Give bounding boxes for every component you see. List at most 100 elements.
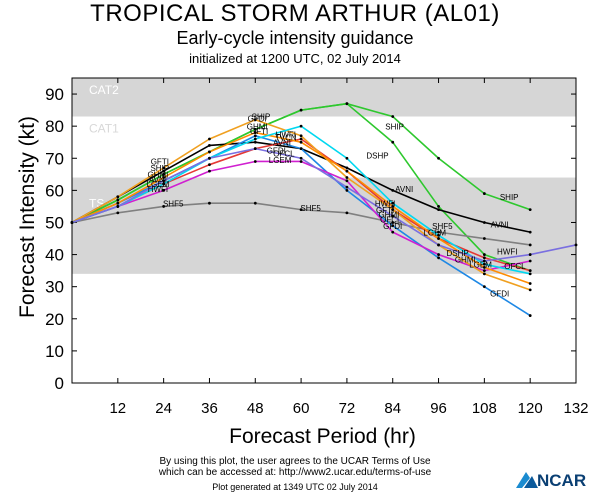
data-point: [528, 314, 532, 317]
series-label: OFCL: [273, 150, 295, 159]
data-point: [299, 147, 303, 151]
x-tick-label: 48: [247, 400, 264, 417]
data-point: [208, 156, 211, 160]
y-tick-label: 10: [45, 342, 64, 361]
data-point: [299, 156, 303, 160]
ncar-logo-mark: [516, 472, 538, 488]
x-tick-label: 84: [384, 400, 401, 417]
data-point: [528, 282, 532, 285]
series-label: OFCL: [380, 215, 402, 224]
series-tvcn: [70, 147, 578, 263]
data-point: [253, 134, 257, 138]
series-ghmi: [70, 131, 532, 285]
data-point: [299, 140, 303, 144]
data-point: [345, 156, 349, 160]
data-point: [253, 201, 257, 205]
series-label: HWFI: [375, 199, 395, 208]
data-point: [391, 224, 395, 228]
data-point: [391, 230, 395, 234]
data-point: [391, 188, 395, 192]
data-point: [482, 262, 486, 266]
data-point: [437, 256, 440, 260]
data-point: [299, 160, 303, 163]
series-label: AVNI: [491, 220, 509, 229]
init-time: initialized at 1200 UTC, 02 July 2014: [189, 51, 401, 66]
data-point: [162, 169, 166, 173]
data-point: [299, 208, 303, 212]
x-tick-label: 120: [518, 400, 543, 417]
data-point: [482, 269, 486, 273]
series-label: DSHP: [447, 249, 469, 258]
data-point: [528, 230, 532, 234]
y-axis-label: Forecast Intensity (kt): [16, 116, 39, 318]
data-point: [116, 205, 120, 208]
data-point: [345, 166, 349, 170]
plot-frame: [71, 77, 577, 384]
series-label: SHF5: [432, 222, 453, 231]
series-label: LGEM: [423, 228, 446, 237]
y-tick-label: 90: [45, 85, 64, 104]
data-point: [116, 195, 120, 199]
data-point: [162, 205, 166, 208]
y-tick-label: 0: [55, 374, 64, 393]
data-point: [253, 127, 257, 131]
series-label: SHIP: [500, 193, 519, 202]
data-point: [253, 118, 257, 122]
data-point: [482, 253, 486, 256]
x-tick-label: 72: [339, 400, 356, 417]
data-point: [391, 205, 395, 208]
data-point: [208, 150, 211, 154]
data-point: [299, 134, 303, 138]
data-point: [345, 176, 349, 179]
data-point: [437, 233, 440, 237]
x-tick-label: 24: [155, 400, 172, 417]
x-tick-label: 108: [472, 400, 497, 417]
data-point: [116, 198, 120, 202]
data-point: [528, 288, 532, 292]
data-point: [345, 169, 349, 173]
series-label: SHIP: [150, 164, 169, 173]
terms-line-2: which can be accessed at: http://www2.uc…: [158, 467, 432, 478]
series-label: HWFI: [148, 185, 168, 194]
data-point: [116, 211, 120, 215]
y-tick-label: 80: [45, 117, 64, 136]
data-point: [574, 243, 578, 247]
x-tick-label: 36: [201, 400, 218, 417]
series-label: AVNI: [273, 138, 291, 147]
data-point: [345, 211, 349, 215]
x-axis-label: Forecast Period (hr): [229, 425, 416, 448]
data-point: [528, 208, 532, 212]
data-point: [345, 185, 349, 189]
band-cat1: [72, 116, 576, 178]
data-point: [437, 208, 440, 212]
series-label: GFTI: [376, 206, 394, 215]
series-label: DSHP: [366, 151, 388, 160]
series-label: AVNI: [149, 175, 167, 184]
data-point: [162, 172, 166, 176]
data-point: [391, 208, 395, 212]
series-label: GFTI: [250, 127, 268, 136]
series-label: GFTI: [151, 158, 169, 167]
data-point: [391, 140, 395, 144]
data-point: [162, 182, 166, 186]
data-point: [482, 272, 486, 276]
data-point: [437, 156, 440, 160]
series-label: GHMI: [247, 122, 268, 131]
data-point: [162, 166, 166, 170]
data-point: [208, 169, 211, 173]
data-point: [482, 221, 486, 224]
series-label: HWFI: [276, 130, 296, 139]
data-point: [528, 253, 532, 256]
chart-title: TROPICAL STORM ARTHUR (AL01): [90, 0, 500, 27]
series-line: [71, 147, 577, 262]
data-point: [345, 179, 349, 183]
data-point: [482, 192, 486, 195]
data-point: [162, 176, 166, 179]
series-label: LGEM: [269, 156, 292, 165]
series-label: GHMI: [455, 256, 476, 265]
data-point: [482, 259, 486, 263]
data-point: [116, 201, 120, 205]
x-tick-label: 12: [109, 400, 126, 417]
data-point: [208, 201, 211, 205]
generated-time: Plot generated at 1349 UTC 02 July 2014: [212, 482, 378, 492]
